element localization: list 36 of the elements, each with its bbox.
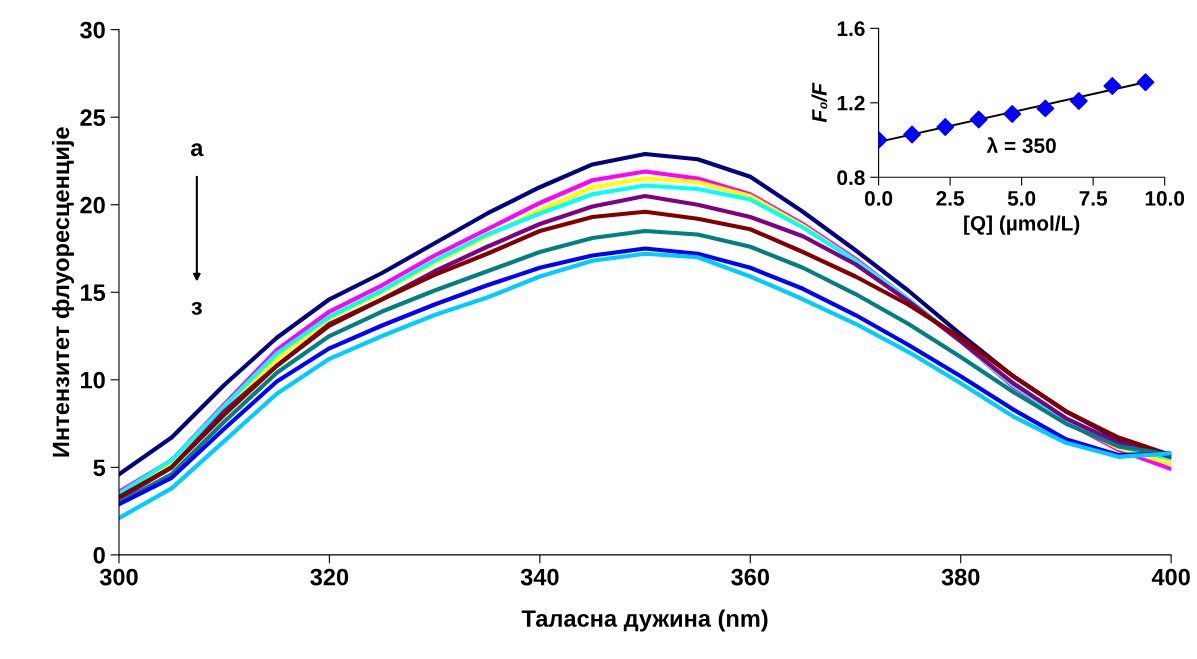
point xyxy=(1103,77,1122,95)
x-tick-label: 340 xyxy=(520,568,559,586)
point xyxy=(1136,73,1155,92)
point xyxy=(1036,99,1055,118)
x-tick-label: 0.0 xyxy=(864,191,893,206)
x-tick-label: 400 xyxy=(1151,568,1190,586)
annotation: з xyxy=(191,301,202,315)
x-tick-label: 320 xyxy=(310,568,349,586)
y-axis-title: Интензитет флуоресценције xyxy=(51,127,74,457)
point xyxy=(1003,105,1022,123)
x-tick-label: 300 xyxy=(99,568,138,586)
x-tick-label: 2.5 xyxy=(936,191,965,206)
y-tick-label: 25 xyxy=(80,109,106,126)
x-tick-label: 360 xyxy=(731,568,770,586)
y-tick-label: 5 xyxy=(93,459,106,477)
x-tick-label: 380 xyxy=(941,568,980,586)
point xyxy=(969,110,988,129)
point xyxy=(903,125,921,144)
x-tick-label: 7.5 xyxy=(1079,191,1108,206)
y-tick-label: 1.2 xyxy=(837,95,865,111)
point xyxy=(936,118,955,136)
y-tick-label: 0.8 xyxy=(837,170,865,186)
x-tick-label: 10.0 xyxy=(1145,191,1185,206)
x-axis-title: Таласна дужина (nm) xyxy=(521,609,768,632)
y-tick-label: 0 xyxy=(93,546,105,564)
annotation: λ = 350 xyxy=(986,137,1056,154)
annotation: а xyxy=(190,143,204,157)
x-tick-label: 5.0 xyxy=(1007,191,1036,206)
x-axis-title: [Q] (µmol/L) xyxy=(964,215,1080,235)
y-tick-label: 30 xyxy=(80,21,105,39)
y-tick-label: 15 xyxy=(81,284,106,302)
y-tick-label: 1.6 xyxy=(837,21,865,37)
point xyxy=(1069,92,1088,110)
y-tick-label: 10 xyxy=(81,371,105,389)
y-tick-label: 20 xyxy=(80,196,105,214)
y-axis-title: F₀/F xyxy=(811,82,828,123)
